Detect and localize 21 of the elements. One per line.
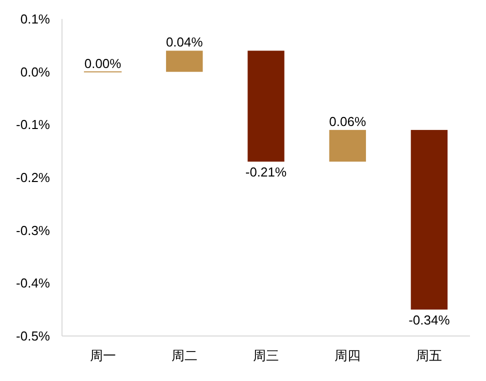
x-tick-label: 周五 <box>416 348 442 363</box>
data-label: 0.06% <box>329 114 366 129</box>
y-tick-label: 0.0% <box>20 64 50 80</box>
x-tick-label: 周二 <box>171 348 198 363</box>
data-label: 0.00% <box>84 56 122 71</box>
x-tick-label: 周一 <box>90 348 116 363</box>
y-tick-label: -0.1% <box>16 117 50 132</box>
data-label: -0.21% <box>245 164 288 180</box>
bar <box>329 130 366 162</box>
y-tick-label: -0.2% <box>16 170 50 186</box>
bar <box>166 50 203 72</box>
y-tick-label: -0.5% <box>16 328 50 344</box>
y-tick-label: -0.4% <box>16 276 50 291</box>
bar <box>410 130 448 310</box>
bar <box>248 50 284 162</box>
data-label: 0.04% <box>166 34 204 50</box>
x-tick-label: 周三 <box>253 348 279 363</box>
x-tick-label: 周四 <box>334 348 361 363</box>
data-label: -0.34% <box>408 312 450 328</box>
y-tick-label: -0.3% <box>16 222 50 238</box>
y-tick-label: 0.1% <box>20 12 50 27</box>
